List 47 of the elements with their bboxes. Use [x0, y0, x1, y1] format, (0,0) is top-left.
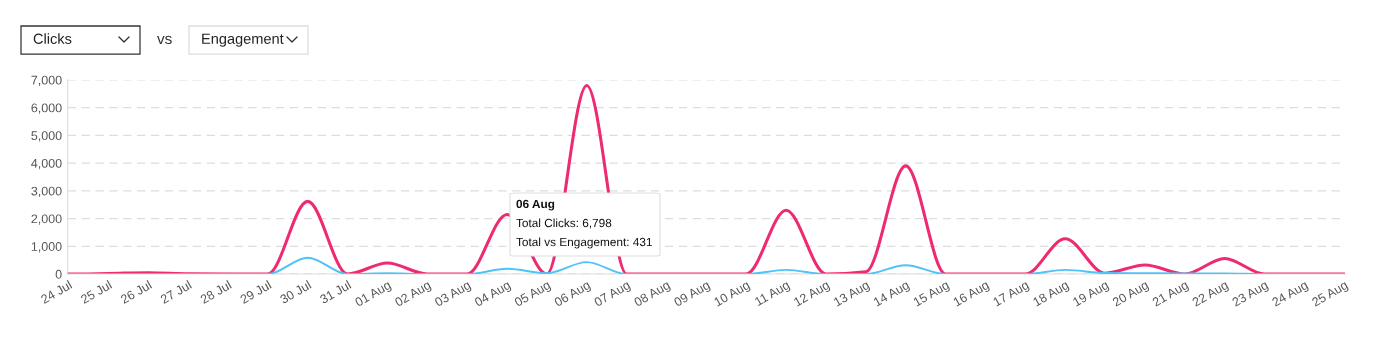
y-tick-label: 3,000	[31, 186, 62, 197]
x-tick-label: 09 Aug	[673, 280, 712, 309]
x-tick-label: 03 Aug	[434, 280, 473, 309]
y-tick-label: 6,000	[31, 103, 62, 114]
x-tick-label: 20 Aug	[1111, 280, 1151, 309]
x-tick-label: 01 Aug	[354, 280, 393, 309]
x-tick-label: 30 Jul	[279, 280, 312, 304]
y-tick-label: 2,000	[31, 214, 62, 225]
y-tick-label: 5,000	[31, 131, 62, 142]
text: vs	[157, 35, 172, 45]
y-tick-label: 0	[55, 269, 62, 279]
x-tick-label: 08 Aug	[633, 280, 672, 309]
annotation: Total Clicks: 6,798	[516, 218, 612, 229]
y-tick-label: 7,000	[31, 75, 62, 87]
x-tick-label: 14 Aug	[873, 280, 911, 309]
x-tick-label: 18 Aug	[1032, 280, 1071, 309]
y-tick-label: 1,000	[31, 242, 62, 253]
annotation: Total vs Engagement: 431	[516, 237, 652, 249]
text: Clicks	[33, 33, 72, 44]
annotation: 06 Aug	[516, 199, 555, 211]
x-tick-label: 26 Jul	[119, 280, 153, 304]
x-tick-label: 21 Aug	[1151, 280, 1190, 309]
x-tick-label: 10 Aug	[713, 280, 752, 309]
x-tick-label: 25 Aug	[1311, 280, 1350, 309]
x-tick-label: 24 Jul	[40, 280, 73, 304]
x-tick-label: 24 Aug	[1271, 280, 1310, 309]
x-tick-label: 02 Aug	[394, 280, 433, 309]
x-tick-label: 31 Jul	[319, 280, 352, 304]
x-tick-label: 16 Aug	[952, 280, 991, 309]
x-tick-label: 25 Jul	[80, 280, 113, 304]
x-tick-label: 22 Aug	[1191, 280, 1230, 309]
y-tick-label: 4,000	[31, 158, 62, 170]
x-tick-label: 13 Aug	[833, 280, 871, 309]
x-tick-label: 07 Aug	[593, 280, 632, 309]
text: Engagement	[202, 33, 284, 47]
x-tick-label: 11 Aug	[754, 280, 792, 309]
x-tick-label: 06 Aug	[553, 280, 592, 309]
x-tick-label: 05 Aug	[513, 280, 553, 309]
x-tick-label: 29 Jul	[239, 280, 272, 304]
x-tick-label: 17 Aug	[992, 280, 1031, 309]
x-tick-label: 23 Aug	[1231, 280, 1270, 309]
x-tick-label: 12 Aug	[793, 280, 832, 309]
x-tick-label: 15 Aug	[912, 280, 951, 309]
x-tick-label: 28 Jul	[199, 280, 232, 304]
x-tick-label: 27 Jul	[159, 280, 192, 304]
x-tick-label: 19 Aug	[1072, 280, 1111, 309]
x-tick-label: 04 Aug	[473, 280, 513, 309]
